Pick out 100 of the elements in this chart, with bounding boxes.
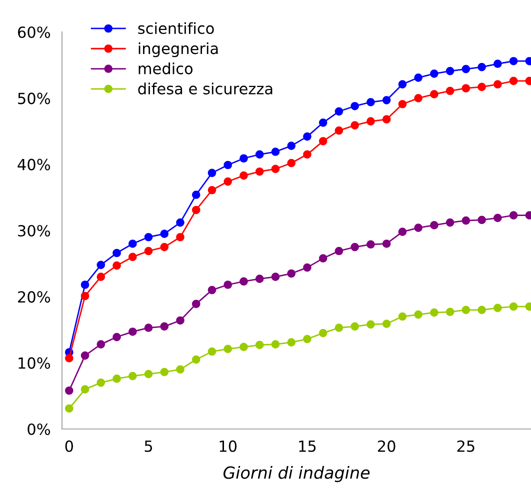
x-tick-label: 10 (220, 440, 237, 452)
point (334, 107, 344, 116)
point (176, 218, 184, 227)
point (350, 242, 359, 252)
point (64, 386, 74, 395)
point (382, 96, 391, 104)
point (430, 70, 438, 78)
point (96, 260, 106, 270)
point (255, 167, 264, 176)
point (318, 254, 328, 262)
point (509, 76, 518, 86)
point (144, 324, 153, 332)
point (398, 228, 407, 236)
point (208, 186, 216, 194)
point (160, 242, 169, 252)
point (509, 56, 518, 66)
point (208, 347, 216, 356)
point (509, 211, 518, 220)
point (318, 118, 328, 127)
legend-label: ingegneria (138, 42, 218, 58)
point (287, 158, 296, 168)
point (303, 263, 312, 272)
y-tick-label: 0% (28, 423, 50, 436)
point (414, 94, 422, 102)
point (128, 252, 137, 262)
point (366, 117, 375, 126)
point (478, 216, 486, 224)
point (208, 168, 216, 178)
point (255, 150, 264, 159)
point (192, 355, 200, 364)
point (255, 274, 264, 283)
x-tick-label: 20 (378, 440, 396, 452)
point (192, 190, 200, 199)
point (64, 354, 74, 362)
point (494, 60, 502, 68)
point (494, 304, 502, 312)
y-tick-label: 60% (18, 26, 50, 38)
y-tick-label: 40% (18, 158, 50, 170)
point (96, 378, 106, 387)
point (366, 240, 375, 249)
point (430, 308, 438, 317)
point (80, 292, 90, 300)
point (382, 320, 391, 328)
legend-label: difesa e sicurezza (138, 82, 272, 94)
point (430, 90, 438, 98)
point (240, 342, 248, 352)
point (80, 385, 90, 394)
point (128, 240, 137, 248)
y-tick-label: 20% (18, 291, 50, 303)
point (446, 66, 454, 76)
point (350, 121, 359, 130)
point (478, 82, 486, 92)
point (382, 115, 391, 124)
point (366, 98, 375, 106)
x-tick-label: 25 (457, 440, 474, 452)
point (96, 340, 106, 348)
point (144, 370, 153, 378)
point (255, 340, 264, 350)
point (398, 100, 407, 108)
point (240, 277, 248, 286)
point (478, 62, 486, 72)
point (494, 214, 502, 222)
point (509, 302, 518, 311)
point (350, 322, 359, 331)
point (287, 338, 296, 346)
point (128, 328, 137, 336)
point (112, 332, 121, 342)
point (478, 306, 486, 314)
point (192, 206, 200, 214)
point (414, 310, 422, 319)
point (128, 372, 137, 380)
point (430, 221, 438, 230)
point (350, 102, 359, 110)
point (334, 324, 344, 332)
point (80, 280, 90, 289)
point (446, 86, 454, 96)
point (240, 171, 248, 180)
y-tick-label: 30% (18, 224, 50, 237)
point (398, 312, 407, 321)
point (303, 334, 312, 344)
legend-label: medico (138, 62, 193, 74)
point (112, 374, 121, 383)
point (224, 177, 232, 186)
point (208, 286, 216, 294)
x-tick-label: 15 (299, 440, 316, 452)
point (144, 232, 153, 242)
point (224, 160, 232, 170)
point (366, 320, 375, 329)
point (271, 340, 280, 348)
point (334, 246, 344, 256)
point (318, 137, 328, 146)
point (96, 272, 106, 281)
point (462, 306, 470, 314)
point (414, 224, 422, 232)
point (144, 246, 153, 256)
point (176, 365, 184, 374)
point (303, 132, 312, 141)
point (287, 269, 296, 278)
point (414, 73, 422, 82)
point (160, 368, 169, 376)
